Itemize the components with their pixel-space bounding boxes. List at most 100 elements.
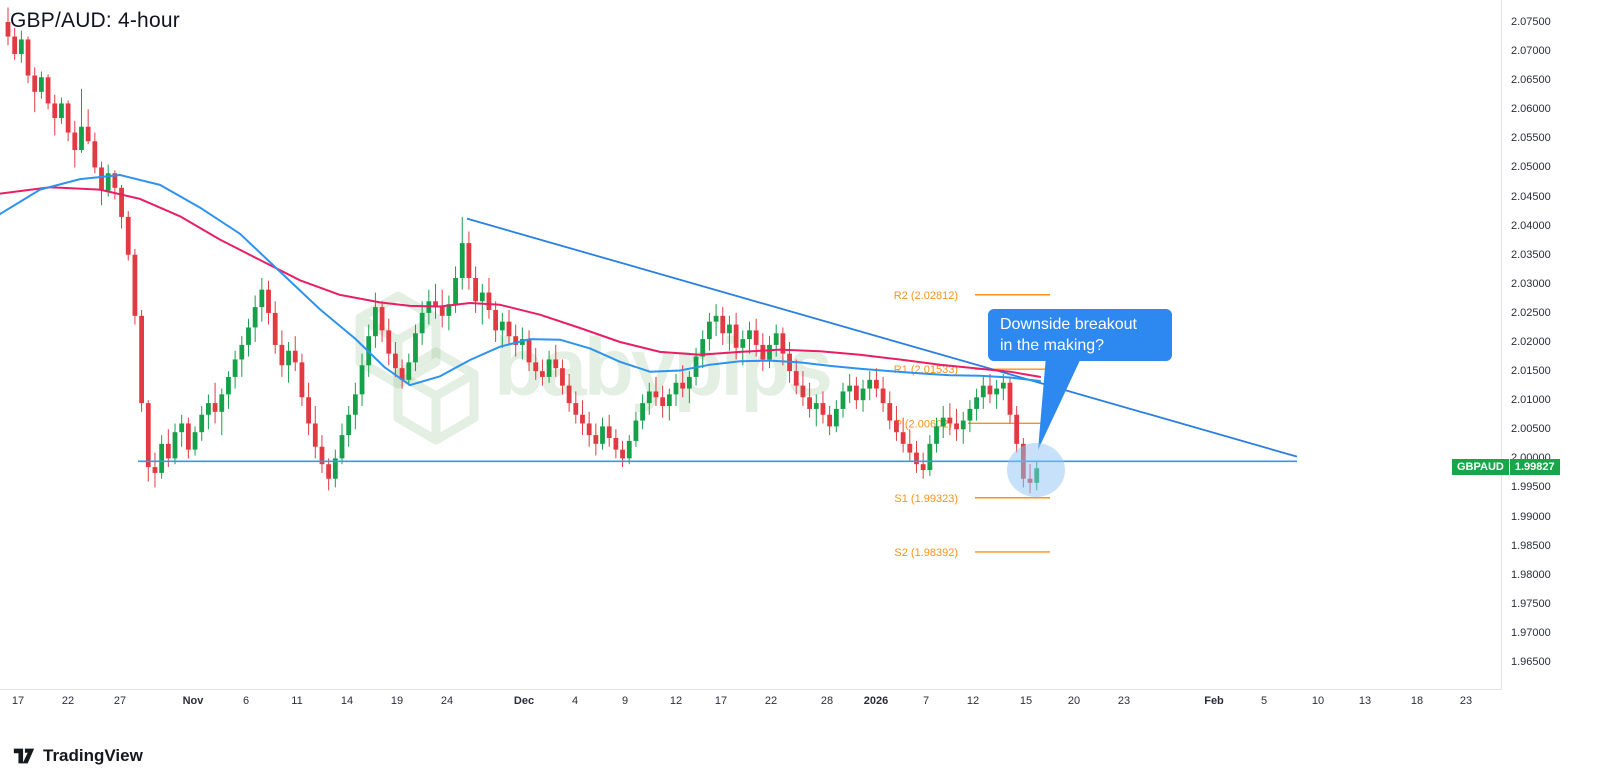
candle-body [185, 423, 191, 450]
candle-body [386, 330, 392, 354]
candle-body [880, 388, 886, 404]
time-tick-label: Nov [182, 695, 204, 707]
price-chart-canvas[interactable]: R2 (2.02812)R1 (2.01533)P (2.00602)S1 (1… [0, 0, 1502, 690]
candle-body [206, 403, 211, 415]
candle-body [373, 307, 378, 337]
candle-body [807, 397, 812, 409]
time-tick-label: 4 [571, 695, 579, 707]
candle-body [707, 321, 712, 340]
candle-body [686, 376, 692, 389]
price-tick-label: 2.02500 [1511, 306, 1551, 319]
price-tick-label: 1.98500 [1511, 539, 1551, 552]
candle-body [152, 467, 158, 473]
time-tick-label: 24 [440, 695, 454, 707]
candle-body [680, 382, 686, 389]
candle-body [165, 443, 171, 459]
time-tick-label: 23 [1117, 695, 1131, 707]
price-tick-label: 2.03500 [1511, 248, 1551, 261]
candle-body [1007, 382, 1013, 415]
candle-body [513, 336, 519, 345]
price-tick-label: 1.98000 [1511, 568, 1551, 581]
candle-body [526, 339, 532, 363]
candle-body [339, 435, 345, 459]
pivot-label-s2: S2 (1.98392) [894, 547, 958, 559]
candle-body [12, 36, 18, 54]
candle-body [540, 371, 545, 377]
time-tick-label: 12 [966, 695, 980, 707]
ma-blue-line[interactable] [0, 174, 1041, 387]
candle-body [733, 324, 739, 348]
candle-body [419, 312, 425, 334]
candle-body [259, 289, 265, 308]
candle-body [179, 423, 185, 433]
candle-body [306, 397, 311, 424]
candle-body [159, 443, 165, 473]
candle-body [646, 391, 652, 404]
price-tick-label: 1.99500 [1511, 481, 1551, 494]
candle-body [199, 414, 205, 433]
candle-body [887, 403, 893, 421]
candle-body [139, 315, 144, 404]
candle-body [894, 420, 899, 433]
time-tick-label: 13 [1358, 695, 1372, 707]
candle-body [546, 359, 552, 377]
candle-body [226, 376, 231, 395]
candle-body [994, 388, 1000, 395]
candle-body [566, 385, 572, 404]
candle-body [59, 103, 64, 118]
candle-body [820, 403, 826, 415]
time-tick-label: 17 [714, 695, 728, 707]
candle-body [600, 426, 605, 444]
annotation-callout[interactable]: Downside breakout in the making? [988, 309, 1172, 361]
price-tick-label: 2.07500 [1511, 15, 1551, 28]
price-tick-label: 2.02000 [1511, 336, 1551, 348]
candle-body [666, 394, 672, 407]
candle-body [32, 75, 38, 92]
candle-body [332, 458, 338, 479]
last-price-badge: GBPAUD 1.99827 [1452, 459, 1560, 476]
candle-body [5, 21, 11, 37]
time-tick-label: 12 [669, 695, 683, 707]
price-tick-label: 2.07000 [1511, 45, 1551, 58]
time-tick-label: 28 [820, 695, 834, 707]
candle-body [393, 353, 398, 369]
price-tick-label: 1.97500 [1511, 597, 1551, 610]
candle-body [580, 414, 585, 424]
descending-trendline[interactable] [466, 217, 1298, 458]
candle-body [960, 420, 966, 430]
candle-body [252, 307, 258, 328]
candle-body [867, 379, 873, 389]
time-tick-label: 22 [764, 695, 778, 707]
candle-body [633, 420, 639, 441]
candle-body [767, 344, 772, 360]
time-tick-label: 22 [61, 695, 75, 707]
candle-body [586, 423, 592, 436]
candle-body [974, 397, 979, 409]
candle-body [105, 173, 111, 191]
candle-body [212, 403, 218, 412]
candle-body [399, 368, 405, 380]
ma-pink-line[interactable] [0, 186, 1041, 378]
candle-body [954, 423, 959, 430]
time-axis[interactable]: 17 22 27 Nov 6 11 14 19 24 Dec 4 9 12 17 22 28 2026 7 12 15… [0, 691, 1502, 713]
candle-body [640, 403, 645, 421]
candle-body [914, 452, 919, 465]
price-axis[interactable]: 2.07500 2.07000 2.06500 2.06000 2.05500 2.050… [1503, 0, 1600, 690]
candle-body [319, 446, 325, 465]
chart-plot-area[interactable]: babypips R2 (2.02812) R1 (2.01533) P (2.00… [0, 0, 1502, 690]
candle-body [239, 344, 245, 360]
pivot-label-s1: S1 (1.99323) [894, 493, 958, 505]
candle-body [219, 394, 225, 412]
footer-attribution[interactable]: TradingView [12, 744, 143, 768]
time-tick-label: 19 [390, 695, 404, 707]
candle-body [232, 359, 238, 377]
price-tick-label: 2.01000 [1511, 394, 1551, 407]
time-tick-label: 20 [1067, 695, 1081, 707]
chart-title: GBP/AUD: 4-hour [10, 9, 180, 32]
candle-body [132, 254, 138, 316]
candle-body [833, 408, 839, 427]
candle-body [346, 414, 352, 436]
candle-body [172, 432, 178, 459]
candle-body [874, 379, 879, 389]
candle-body [112, 173, 118, 188]
